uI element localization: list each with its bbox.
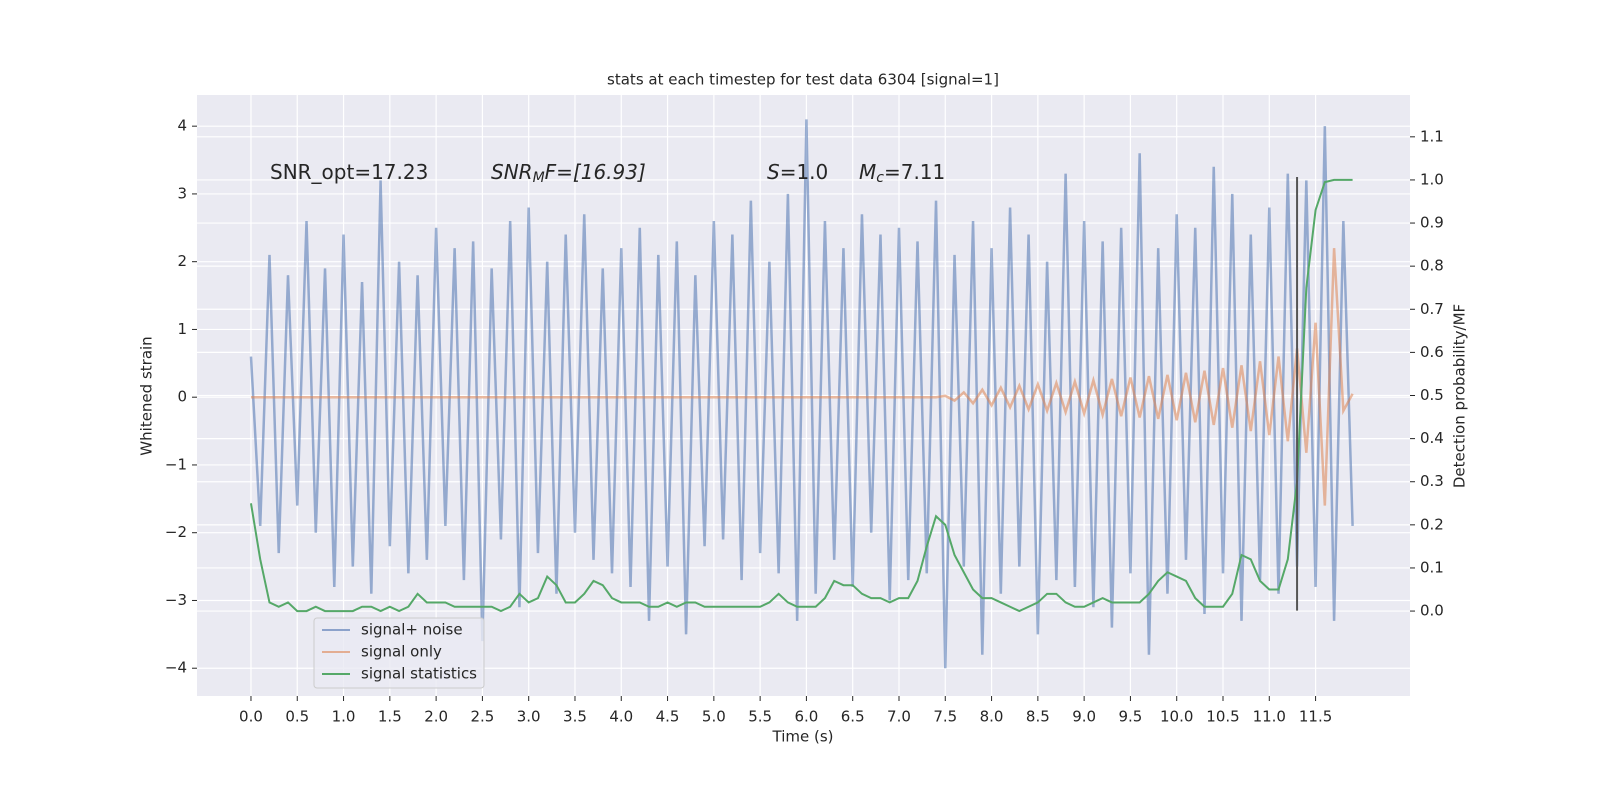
x-tick-label: 4.0 <box>609 708 633 726</box>
annotation: SNR_opt=17.23 <box>270 160 428 184</box>
y2-tick-label: 1.0 <box>1420 170 1444 188</box>
y2-tick-label: 0.7 <box>1420 300 1444 318</box>
x-tick-label: 0.5 <box>285 708 309 726</box>
y-tick-label: −2 <box>165 523 187 541</box>
legend-label: signal only <box>361 643 442 661</box>
x-tick-label: 9.5 <box>1118 708 1142 726</box>
x-tick-label: 2.0 <box>424 708 448 726</box>
legend-label: signal+ noise <box>361 621 463 639</box>
chart-title: stats at each timestep for test data 630… <box>607 71 999 89</box>
x-tick-label: 4.5 <box>656 708 680 726</box>
legend-box <box>313 617 485 689</box>
x-tick-label: 11.5 <box>1299 708 1332 726</box>
series-line <box>249 178 1353 613</box>
annotation: SNRMF=[16.93] <box>491 160 646 187</box>
x-tick-label: 5.0 <box>702 708 726 726</box>
y2-tick-label: 0.5 <box>1420 386 1444 404</box>
x-axis-label: Time (s) <box>772 728 834 746</box>
y2-tick-label: 0.0 <box>1420 602 1444 620</box>
y-tick-label: 3 <box>177 184 187 202</box>
annotation: Mc=7.11 <box>859 160 945 187</box>
y2-tick-label: 1.1 <box>1420 127 1444 145</box>
y-tick-label: 0 <box>177 388 187 406</box>
annotation-text: SNR <box>491 160 533 184</box>
y2-tick-label: 0.4 <box>1420 429 1444 447</box>
y-tick-label: 4 <box>177 117 187 135</box>
x-tick-label: 8.5 <box>1026 708 1050 726</box>
x-tick-label: 3.0 <box>517 708 541 726</box>
y2-tick-label: 0.9 <box>1420 214 1444 232</box>
y-tick-label: 1 <box>177 320 187 338</box>
x-tick-label: 6.5 <box>841 708 865 726</box>
y-tick-label: 2 <box>177 252 187 270</box>
series-line <box>250 248 1354 506</box>
y2-tick-label: 0.1 <box>1420 558 1444 576</box>
y-axis-label: Whitened strain <box>138 336 156 455</box>
x-tick-label: 11.0 <box>1253 708 1286 726</box>
x-tick-label: 5.5 <box>748 708 772 726</box>
annotation: S=1.0 <box>767 160 828 184</box>
annotation-subscript: M <box>533 170 545 186</box>
x-tick-label: 2.5 <box>470 708 494 726</box>
y2-tick-label: 0.6 <box>1420 343 1444 361</box>
y-tick-label: −1 <box>165 455 187 473</box>
annotation-text: SNR_opt=17.23 <box>270 160 428 184</box>
y2-tick-label: 0.3 <box>1420 472 1444 490</box>
series-line <box>249 119 1354 669</box>
x-tick-label: 7.5 <box>933 708 957 726</box>
annotation-text: F=[16.93] <box>545 160 646 184</box>
annotation-subscript: c <box>876 170 884 186</box>
y-tick-label: −4 <box>165 659 187 677</box>
annotation-text: =1.0 <box>780 160 829 184</box>
grid <box>197 95 1410 696</box>
y2-tick-label: 0.8 <box>1420 257 1444 275</box>
x-tick-label: 9.0 <box>1072 708 1096 726</box>
y2-tick-label: 0.2 <box>1420 515 1444 533</box>
annotation-text: M <box>859 160 876 184</box>
annotation-text: S <box>767 160 780 184</box>
x-tick-label: 1.5 <box>378 708 402 726</box>
x-tick-label: 3.5 <box>563 708 587 726</box>
x-tick-label: 0.0 <box>239 708 263 726</box>
x-tick-label: 8.0 <box>980 708 1004 726</box>
marks <box>249 119 1354 669</box>
x-tick-label: 6.0 <box>794 708 818 726</box>
x-tick-label: 10.0 <box>1160 708 1193 726</box>
legend: signal+ noise signal only signal statistic… <box>313 617 485 689</box>
legend-label: signal statistics <box>361 665 477 683</box>
y2-axis-label: Detection probability/MF <box>1451 304 1469 488</box>
x-tick-label: 1.0 <box>332 708 356 726</box>
x-tick-label: 7.0 <box>887 708 911 726</box>
x-tick-label: 10.5 <box>1206 708 1239 726</box>
y-tick-label: −3 <box>165 591 187 609</box>
annotation-text: =7.11 <box>884 160 945 184</box>
